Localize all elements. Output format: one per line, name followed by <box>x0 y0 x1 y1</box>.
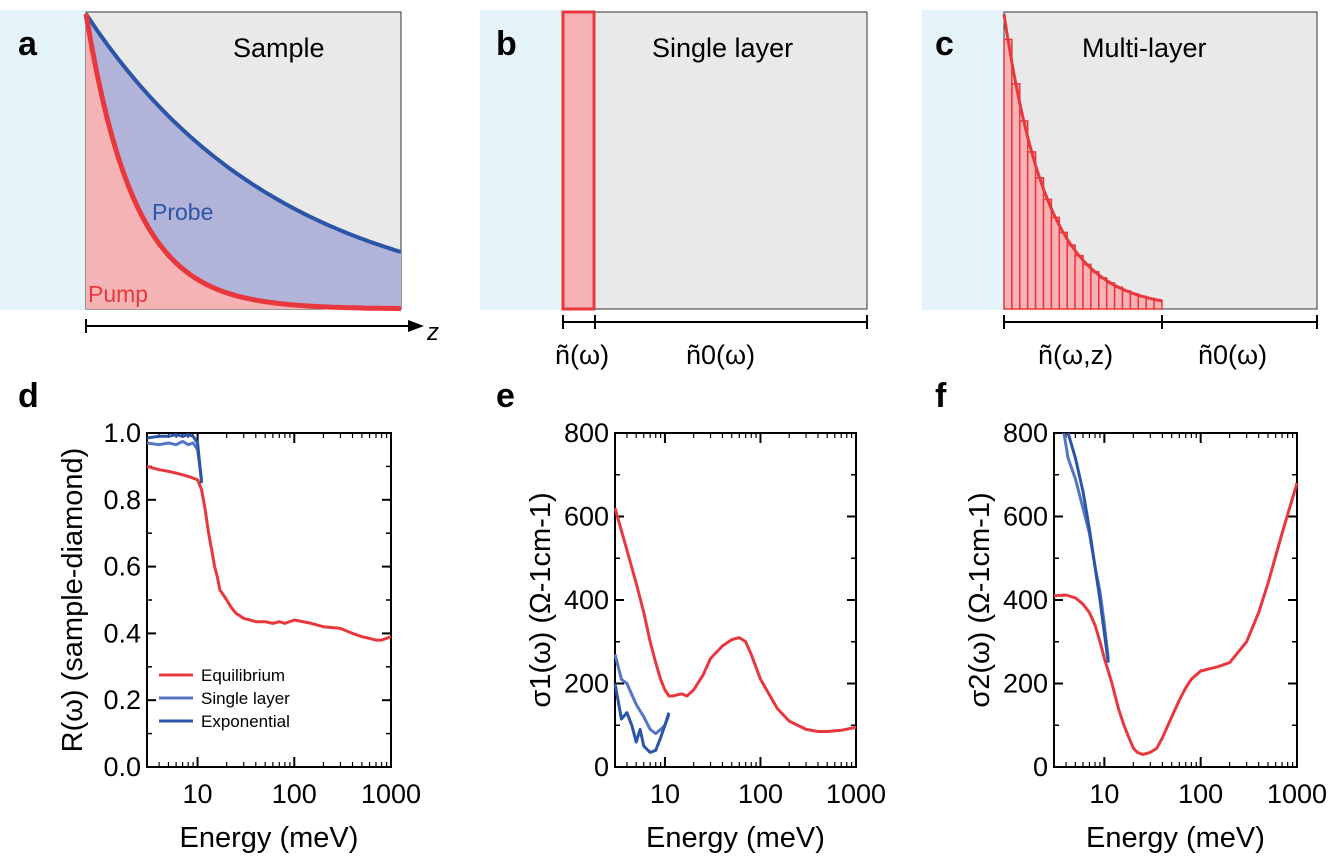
substrate-region <box>480 10 563 310</box>
y-tick-label: 400 <box>1003 585 1048 615</box>
panel-b: b Single layer ñ(ω) ñ0(ω) <box>480 10 868 370</box>
layer-bar <box>1003 38 1013 310</box>
series-line-exponential <box>146 433 204 484</box>
y-tick-label: 400 <box>564 585 609 615</box>
layer-bar <box>1090 271 1100 310</box>
panel-a: a Sample Probe Pump z <box>0 10 439 346</box>
plot-frame <box>1053 432 1298 768</box>
legend-label: Equilibrium <box>201 666 285 685</box>
y-tick-label: 0 <box>1033 752 1048 782</box>
probe-curve <box>84 12 402 254</box>
substrate-region <box>922 10 1004 310</box>
series-line-single-layer <box>1062 432 1110 659</box>
pump-curve <box>83 13 402 312</box>
panel-letter-e: e <box>496 377 515 415</box>
y-axis-label: R(ω) (sample-diamond) <box>57 448 89 753</box>
y-tick-label: 800 <box>1003 418 1048 448</box>
y-tick-label: 0.8 <box>103 485 141 515</box>
layer-index-label: ñ(ω) <box>555 340 609 370</box>
layer-bar <box>1105 282 1116 310</box>
probe-label: Probe <box>152 199 213 225</box>
single-layer-title: Single layer <box>652 33 793 63</box>
y-tick-label: 0 <box>594 752 609 782</box>
layer-bar <box>1066 244 1076 310</box>
layer-bar <box>1019 120 1029 310</box>
x-tick-label: 10 <box>183 779 213 809</box>
series-line-equilibrium <box>1053 482 1299 756</box>
layer-bar <box>1098 277 1108 310</box>
substrate-region <box>0 10 86 310</box>
layer-bar <box>1058 231 1068 310</box>
panel-letter-b: b <box>496 25 517 63</box>
x-tick-label: 1000 <box>1267 779 1327 809</box>
series-line-exponential <box>1066 432 1110 663</box>
x-tick-label: 10 <box>1089 779 1119 809</box>
multi-layer-title: Multi-layer <box>1082 33 1207 63</box>
layer-bar <box>1034 177 1045 310</box>
x-tick-label: 100 <box>738 779 783 809</box>
y-tick-label: 0.4 <box>103 618 141 648</box>
z-axis-label: z <box>426 319 439 346</box>
substrate-index-label: ñ0(ω) <box>1198 340 1267 370</box>
series-line-single-layer <box>146 439 204 480</box>
x-axis-label: Energy (meV) <box>180 822 359 854</box>
series-line-single-layer <box>613 653 671 736</box>
y-tick-label: 600 <box>564 502 609 532</box>
layer-bar <box>1042 198 1053 310</box>
panel-letter-d: d <box>18 377 39 415</box>
x-tick-label: 10 <box>650 779 680 809</box>
layer-bar <box>1011 83 1021 310</box>
y-tick-label: 800 <box>564 418 609 448</box>
layer-bar <box>1074 254 1084 310</box>
panel-letter-f: f <box>935 377 947 415</box>
y-tick-label: 0.2 <box>103 685 141 715</box>
x-tick-label: 1000 <box>826 779 886 809</box>
y-axis-label: σ1(ω) (Ω-1cm-1) <box>525 492 557 707</box>
y-axis-label: σ2(ω) (Ω-1cm-1) <box>964 492 996 707</box>
sample-title: Sample <box>233 33 325 63</box>
series-line-equilibrium <box>613 507 857 733</box>
x-axis-label: Energy (meV) <box>1086 822 1265 854</box>
y-tick-label: 0.6 <box>103 552 141 582</box>
x-axis-label: Energy (meV) <box>646 822 825 854</box>
y-tick-label: 200 <box>564 669 609 699</box>
layer-bar <box>1050 216 1061 310</box>
series-line-exponential <box>613 683 671 754</box>
legend-label: Exponential <box>201 712 290 731</box>
panel-c: c Multi-layer ñ(ω,z) ñ0(ω) <box>922 10 1318 370</box>
pump-label: Pump <box>88 281 148 307</box>
x-tick-label: 1000 <box>361 779 421 809</box>
layer-bar <box>1121 290 1132 310</box>
y-tick-label: 1.0 <box>103 418 141 448</box>
x-tick-label: 100 <box>272 779 317 809</box>
y-tick-label: 600 <box>1003 502 1048 532</box>
y-tick-label: 0.0 <box>103 752 141 782</box>
legend-label: Single layer <box>201 689 290 708</box>
x-tick-label: 100 <box>1178 779 1223 809</box>
y-tick-label: 200 <box>1003 669 1048 699</box>
substrate-index-label: ñ0(ω) <box>686 340 755 370</box>
layer-index-label: ñ(ω,z) <box>1038 340 1113 370</box>
plot-frame <box>614 432 857 768</box>
panel-letter-a: a <box>18 25 38 63</box>
panel-letter-c: c <box>935 25 954 63</box>
single-layer-slab <box>561 10 596 311</box>
layer-bar <box>1113 286 1124 310</box>
probe-area <box>86 14 401 309</box>
pump-area <box>86 14 401 309</box>
layer-bar <box>1082 263 1092 310</box>
series-line-equilibrium <box>146 464 392 642</box>
multi-layer-envelope <box>1002 13 1163 303</box>
layer-bar <box>1026 151 1037 310</box>
z-axis-arrow <box>408 320 424 332</box>
